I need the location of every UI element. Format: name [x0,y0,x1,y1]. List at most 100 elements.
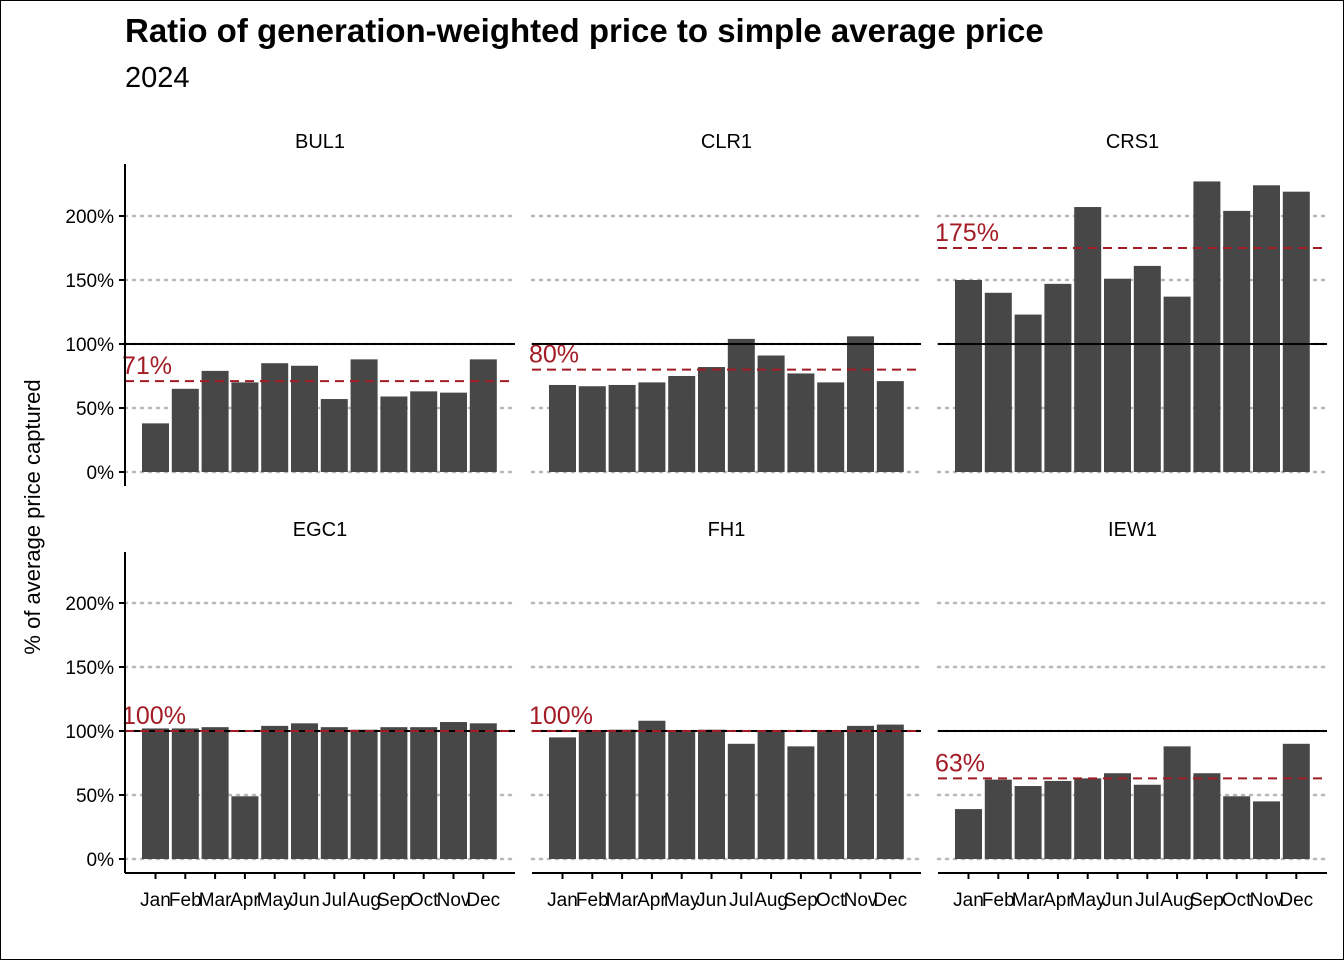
bar-iew1-jul [1133,784,1161,859]
bar-fh1-sep [787,746,815,859]
bar-crs1-apr [1044,283,1072,472]
bar-bul1-mar [201,370,229,472]
x-tick-label-apr: Apr [1043,890,1073,911]
chart-subtitle: 2024 [125,62,190,94]
y-tick-label: 0% [87,463,115,484]
bar-clr1-feb [578,386,606,472]
x-tick-label-jun: Jun [289,890,320,911]
x-tick-label-aug: Aug [347,890,381,911]
bar-clr1-mar [608,384,636,472]
bar-crs1-oct [1223,210,1251,472]
bar-fh1-aug [757,731,785,859]
bar-fh1-nov [847,725,874,859]
bar-egc1-jul [320,727,348,859]
y-tick-label: 150% [65,658,114,679]
bar-iew1-nov [1253,801,1280,859]
facet-title-egc1: EGC1 [293,519,347,541]
bar-fh1-may [668,731,696,859]
bar-bul1-jul [320,399,348,472]
x-tick-label-oct: Oct [816,890,846,911]
bar-egc1-may [261,725,289,859]
bar-clr1-may [668,376,696,472]
bar-clr1-dec [876,381,904,472]
bar-fh1-jul [727,743,755,859]
x-tick-label-sep: Sep [1190,890,1224,911]
x-tick-label-feb: Feb [982,890,1015,911]
bar-egc1-jan [142,728,169,859]
x-tick-label-feb: Feb [169,890,202,911]
x-tick-label-feb: Feb [576,890,609,911]
x-tick-label-mar: Mar [1012,890,1045,911]
bar-bul1-aug [350,359,378,472]
bar-egc1-dec [469,723,497,859]
x-tick-label-may: May [257,890,293,911]
bar-fh1-apr [638,720,666,859]
x-tick-label-aug: Aug [1160,890,1194,911]
x-tick-label-dec: Dec [1279,890,1313,911]
x-tick-label-dec: Dec [873,890,907,911]
bar-clr1-jun [698,367,725,472]
x-tick-label-dec: Dec [466,890,500,911]
bar-iew1-jan [955,809,982,859]
x-tick-label-nov: Nov [1250,890,1284,911]
y-tick-label: 100% [65,335,114,356]
facet-title-bul1: BUL1 [295,131,345,153]
bar-crs1-nov [1253,185,1280,472]
x-tick-label-nov: Nov [437,890,471,911]
bar-egc1-sep [380,727,408,859]
bar-clr1-jul [727,338,755,472]
bar-clr1-jan [549,384,576,472]
bar-egc1-mar [201,727,229,859]
bar-iew1-apr [1044,780,1072,859]
bar-fh1-feb [578,731,606,859]
bar-iew1-mar [1014,786,1042,859]
bar-egc1-aug [350,729,378,859]
bar-crs1-jun [1104,278,1131,472]
bar-egc1-jun [291,723,318,859]
x-tick-label-sep: Sep [377,890,411,911]
y-tick-label: 100% [65,722,114,743]
bar-clr1-aug [757,355,785,472]
bar-bul1-feb [171,388,199,472]
bar-clr1-apr [638,382,666,472]
x-tick-label-jul: Jul [1135,890,1159,911]
average-label-iew1: 63% [935,749,985,777]
y-tick-label: 200% [65,594,114,615]
y-tick-label: 0% [87,850,115,871]
y-tick-label: 50% [76,786,114,807]
x-tick-label-may: May [664,890,700,911]
y-tick-label: 50% [76,399,114,420]
x-tick-label-may: May [1070,890,1106,911]
bar-bul1-oct [410,391,438,472]
y-tick-label: 200% [65,207,114,228]
x-tick-label-apr: Apr [230,890,260,911]
bar-iew1-may [1074,778,1102,859]
bar-iew1-sep [1193,773,1221,859]
average-label-fh1: 100% [529,702,593,730]
bar-clr1-nov [847,336,874,472]
bar-crs1-mar [1014,314,1042,472]
bar-iew1-dec [1282,743,1310,859]
x-tick-label-jan: Jan [547,890,578,911]
bar-egc1-feb [171,728,199,859]
x-tick-label-aug: Aug [754,890,788,911]
bar-iew1-jun [1104,773,1131,859]
chart-title: Ratio of generation-weighted price to si… [125,12,1044,49]
x-tick-label-mar: Mar [199,890,232,911]
average-label-clr1: 80% [529,341,579,369]
bar-crs1-feb [984,292,1012,472]
bar-bul1-sep [380,396,408,472]
average-label-crs1: 175% [935,219,999,247]
bar-crs1-aug [1163,296,1191,472]
x-tick-label-jul: Jul [322,890,346,911]
bar-egc1-apr [231,796,259,859]
x-tick-label-jan: Jan [140,890,171,911]
x-tick-label-nov: Nov [844,890,878,911]
bar-fh1-mar [608,729,636,859]
bar-crs1-jan [955,280,982,472]
x-tick-label-oct: Oct [1222,890,1252,911]
bar-iew1-oct [1223,796,1251,859]
x-tick-label-oct: Oct [409,890,439,911]
facet-title-iew1: IEW1 [1108,519,1157,541]
